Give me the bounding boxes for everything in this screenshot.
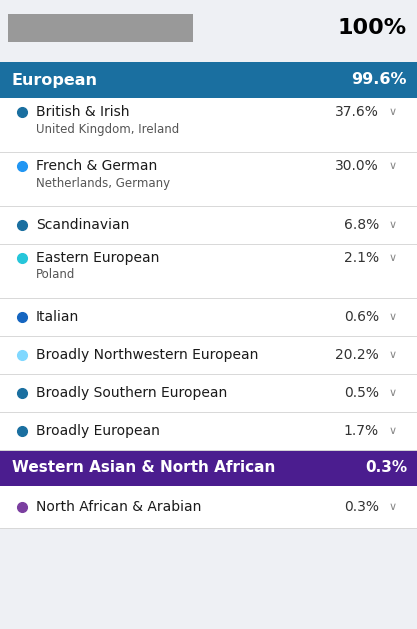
Text: 20.2%: 20.2% <box>335 348 379 362</box>
Text: British & Irish: British & Irish <box>36 105 130 119</box>
Text: European: European <box>12 72 98 87</box>
Text: Poland: Poland <box>36 269 75 282</box>
Text: Eastern European: Eastern European <box>36 251 159 265</box>
Text: ∨: ∨ <box>389 161 397 171</box>
Text: Scandinavian: Scandinavian <box>36 218 129 232</box>
Bar <box>0 298 417 336</box>
Text: North African & Arabian: North African & Arabian <box>36 500 201 514</box>
Bar <box>8 14 193 42</box>
Text: 1.7%: 1.7% <box>344 424 379 438</box>
Text: ∨: ∨ <box>389 220 397 230</box>
Bar <box>0 152 417 206</box>
Text: French & German: French & German <box>36 159 157 173</box>
Text: Broadly Southern European: Broadly Southern European <box>36 386 227 400</box>
Text: ∨: ∨ <box>389 312 397 322</box>
Text: 2.1%: 2.1% <box>344 251 379 265</box>
Text: Netherlands, Germany: Netherlands, Germany <box>36 177 170 189</box>
Bar <box>0 336 417 374</box>
Text: ∨: ∨ <box>389 388 397 398</box>
Text: 99.6%: 99.6% <box>352 72 407 87</box>
Text: Western Asian & North African: Western Asian & North African <box>12 460 275 476</box>
Bar <box>0 450 417 486</box>
Text: 6.8%: 6.8% <box>344 218 379 232</box>
Bar <box>0 62 417 98</box>
Text: 0.5%: 0.5% <box>344 386 379 400</box>
Text: 0.6%: 0.6% <box>344 310 379 324</box>
Text: Broadly European: Broadly European <box>36 424 160 438</box>
Text: Broadly Northwestern European: Broadly Northwestern European <box>36 348 259 362</box>
Bar <box>0 486 417 528</box>
Text: 30.0%: 30.0% <box>335 159 379 173</box>
Text: ∨: ∨ <box>389 107 397 117</box>
Bar <box>0 0 417 62</box>
Text: 0.3%: 0.3% <box>365 460 407 476</box>
Text: 37.6%: 37.6% <box>335 105 379 119</box>
Bar <box>0 206 417 244</box>
Text: Italian: Italian <box>36 310 79 324</box>
Bar <box>0 412 417 450</box>
Text: United Kingdom, Ireland: United Kingdom, Ireland <box>36 123 179 135</box>
Text: ∨: ∨ <box>389 253 397 263</box>
Bar <box>0 98 417 152</box>
Text: 100%: 100% <box>338 18 407 38</box>
Text: ∨: ∨ <box>389 350 397 360</box>
Text: ∨: ∨ <box>389 502 397 512</box>
Text: 0.3%: 0.3% <box>344 500 379 514</box>
Text: ∨: ∨ <box>389 426 397 436</box>
Bar <box>0 244 417 298</box>
Bar <box>0 528 417 629</box>
Bar <box>0 374 417 412</box>
